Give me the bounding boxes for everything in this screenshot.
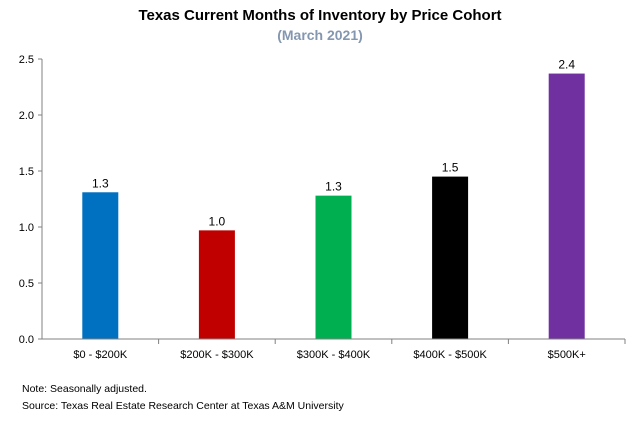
data-label: 1.0 <box>209 214 226 228</box>
y-axis: 0.0 0.5 1.0 1.5 2.0 2.5 <box>19 54 43 346</box>
y-tick-label: 2.0 <box>19 110 34 122</box>
footnote-source: Source: Texas Real Estate Research Cente… <box>22 400 344 412</box>
y-tick-label: 1.5 <box>19 166 34 178</box>
y-tick-label: 0.0 <box>19 334 34 346</box>
data-label: 1.3 <box>325 180 342 194</box>
bar <box>82 192 119 339</box>
x-tick-label: $0 - $200K <box>73 349 127 361</box>
data-label: 1.3 <box>92 176 109 190</box>
data-label: 2.4 <box>558 58 575 72</box>
bar <box>548 73 585 339</box>
footnote-note: Note: Seasonally adjusted. <box>22 383 147 395</box>
x-axis: $0 - $200K $200K - $300K $300K - $400K $400… <box>42 338 626 361</box>
x-tick-label: $500K+ <box>548 349 586 361</box>
data-label: 1.5 <box>442 161 459 175</box>
x-tick-label: $200K - $300K <box>180 349 254 361</box>
bars: 1.3 1.0 1.3 1.5 2.4 <box>82 58 585 339</box>
x-tick-label: $300K - $400K <box>297 349 371 361</box>
x-tick-label: $400K - $500K <box>413 349 487 361</box>
y-tick-label: 1.0 <box>19 222 34 234</box>
bar <box>198 230 235 339</box>
chart-subtitle: (March 2021) <box>277 27 363 43</box>
y-tick-label: 2.5 <box>19 54 34 66</box>
bar <box>432 176 469 339</box>
bar <box>315 195 352 339</box>
chart-title: Texas Current Months of Inventory by Pri… <box>138 7 502 24</box>
y-tick-label: 0.5 <box>19 278 34 290</box>
